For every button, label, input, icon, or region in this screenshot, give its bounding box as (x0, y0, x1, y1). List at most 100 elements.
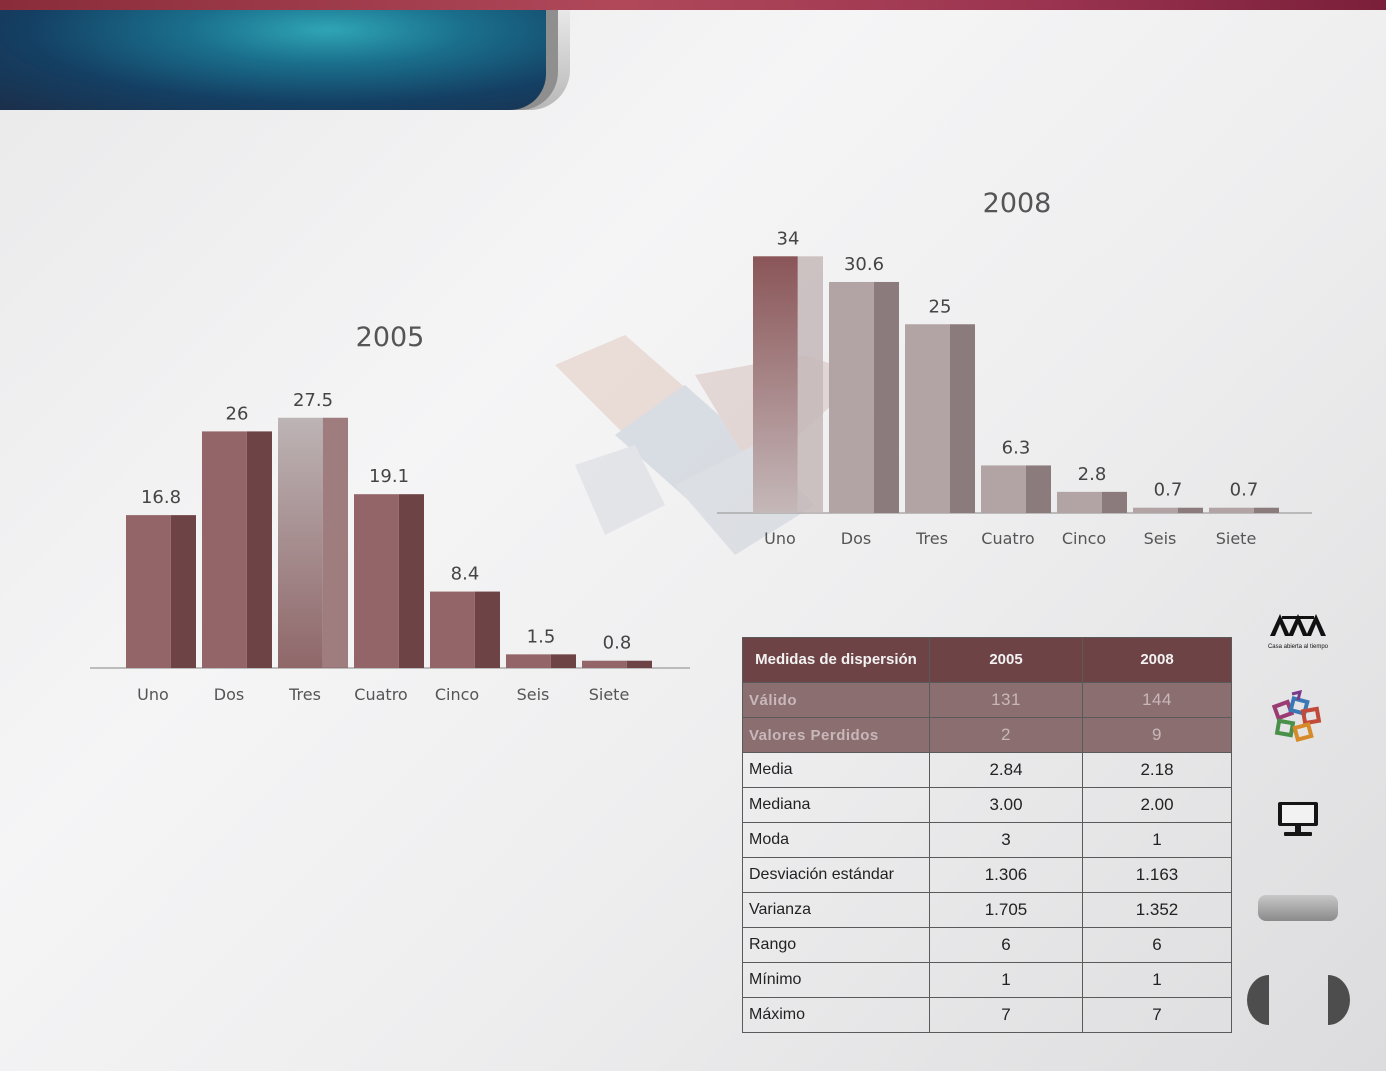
table-header-row: Medidas de dispersión 2005 2008 (742, 637, 1232, 683)
row-label: Mediana (742, 787, 930, 823)
bar-side (949, 324, 975, 513)
row-label: Válido (742, 682, 930, 718)
table-row: Valores Perdidos 2 9 (742, 717, 1232, 753)
cell-2005: 2 (929, 717, 1083, 753)
table-row: Rango 6 6 (742, 927, 1232, 963)
row-label: Media (742, 752, 930, 788)
prev-slide-button[interactable] (1247, 975, 1269, 1025)
bar-side (626, 660, 652, 668)
row-label: Valores Perdidos (742, 717, 930, 753)
category-label: Uno (764, 529, 796, 548)
row-label: Desviación estándar (742, 857, 930, 893)
bar-side (1177, 507, 1203, 513)
bar-side (797, 256, 823, 513)
cell-2005: 1.306 (929, 857, 1083, 893)
category-label: Tres (288, 685, 321, 704)
data-label: 30.6 (844, 254, 884, 275)
row-label: Moda (742, 822, 930, 858)
uam-logo[interactable]: Casa abierta al tiempo (1266, 612, 1330, 650)
table-row: Media 2.84 2.18 (742, 752, 1232, 788)
chart-2008: 2008 34 Uno 30.6 Dos 25 Tres 6.3 Cuatro 2.8 Cinco 0… (712, 178, 1322, 558)
cell-2005: 6 (929, 927, 1083, 963)
bar-side (1253, 507, 1279, 513)
data-label: 19.1 (369, 466, 409, 487)
category-label: Cuatro (354, 685, 407, 704)
category-label: Siete (1216, 529, 1257, 548)
cell-2005: 1.705 (929, 892, 1083, 928)
data-label: 2.8 (1078, 464, 1107, 485)
cell-2008: 1 (1082, 822, 1232, 858)
cell-2005: 3 (929, 822, 1083, 858)
row-label: Varianza (742, 892, 930, 928)
chart-2008-svg: 2008 34 Uno 30.6 Dos 25 Tres 6.3 Cuatro 2.8 Cinco 0… (717, 188, 1312, 548)
bar (981, 465, 1026, 513)
bar-side (1101, 491, 1127, 513)
row-label: Mínimo (742, 962, 930, 998)
mosaic-icon[interactable] (1270, 690, 1326, 748)
bar-side (550, 654, 576, 668)
cell-2005: 131 (929, 682, 1083, 718)
table-header-measure: Medidas de dispersión (742, 637, 930, 683)
bar (1133, 507, 1178, 513)
bar (506, 654, 551, 668)
bar (1209, 507, 1254, 513)
category-label: Tres (915, 529, 948, 548)
table-row: Desviación estándar 1.306 1.163 (742, 857, 1232, 893)
category-label: Dos (841, 529, 871, 548)
data-label: 25 (929, 296, 952, 317)
row-label: Máximo (742, 997, 930, 1033)
header-banner (0, 10, 546, 110)
data-label: 0.7 (1154, 480, 1183, 501)
top-accent-bar (0, 0, 1386, 10)
cell-2008: 1.352 (1082, 892, 1232, 928)
chart-2005-svg: 2005 16.8 Uno 26 Dos 27.5 Tres 19.1 Cuatro 8.4 Cin… (90, 322, 690, 704)
bar (582, 660, 627, 668)
bar (202, 431, 247, 668)
cell-2008: 1.163 (1082, 857, 1232, 893)
chart-2005: 2005 16.8 Uno 26 Dos 27.5 Tres 19.1 Cuatro 8.4 Cin… (85, 310, 695, 710)
chart-title: 2005 (356, 322, 425, 353)
monitor-icon[interactable] (1276, 800, 1320, 838)
category-label: Cinco (435, 685, 479, 704)
table-row: Varianza 1.705 1.352 (742, 892, 1232, 928)
cell-2005: 7 (929, 997, 1083, 1033)
category-label: Dos (214, 685, 244, 704)
bar-side (246, 431, 272, 668)
cell-2008: 1 (1082, 962, 1232, 998)
data-label: 26 (226, 403, 249, 424)
data-label: 0.8 (603, 633, 632, 654)
cell-2008: 144 (1082, 682, 1232, 718)
cell-2005: 2.84 (929, 752, 1083, 788)
bar (905, 324, 950, 513)
menu-pill-button[interactable] (1258, 895, 1338, 921)
bar (1057, 491, 1102, 513)
next-slide-button[interactable] (1328, 975, 1350, 1025)
uam-logo-icon (1270, 614, 1326, 636)
table-row: Mediana 3.00 2.00 (742, 787, 1232, 823)
bar-side (1025, 465, 1051, 513)
cell-2008: 2.18 (1082, 752, 1232, 788)
cell-2008: 9 (1082, 717, 1232, 753)
table-row: Moda 3 1 (742, 822, 1232, 858)
bar-side (873, 281, 899, 513)
table-header-2005: 2005 (929, 637, 1083, 683)
bar (126, 515, 171, 668)
bar-side (474, 591, 500, 668)
bar-side (322, 417, 348, 668)
cell-2008: 2.00 (1082, 787, 1232, 823)
chart-title: 2008 (983, 188, 1052, 219)
bar (829, 281, 874, 513)
cell-2008: 7 (1082, 997, 1232, 1033)
cell-2005: 3.00 (929, 787, 1083, 823)
bar (430, 591, 475, 668)
data-label: 1.5 (527, 626, 556, 647)
table-header-2008: 2008 (1082, 637, 1232, 683)
data-label: 16.8 (141, 487, 181, 508)
data-label: 34 (777, 228, 800, 249)
category-label: Siete (589, 685, 630, 704)
category-label: Cinco (1062, 529, 1106, 548)
bar-side (398, 494, 424, 668)
logo-tagline: Casa abierta al tiempo (1267, 644, 1329, 650)
category-label: Seis (517, 685, 550, 704)
row-label: Rango (742, 927, 930, 963)
